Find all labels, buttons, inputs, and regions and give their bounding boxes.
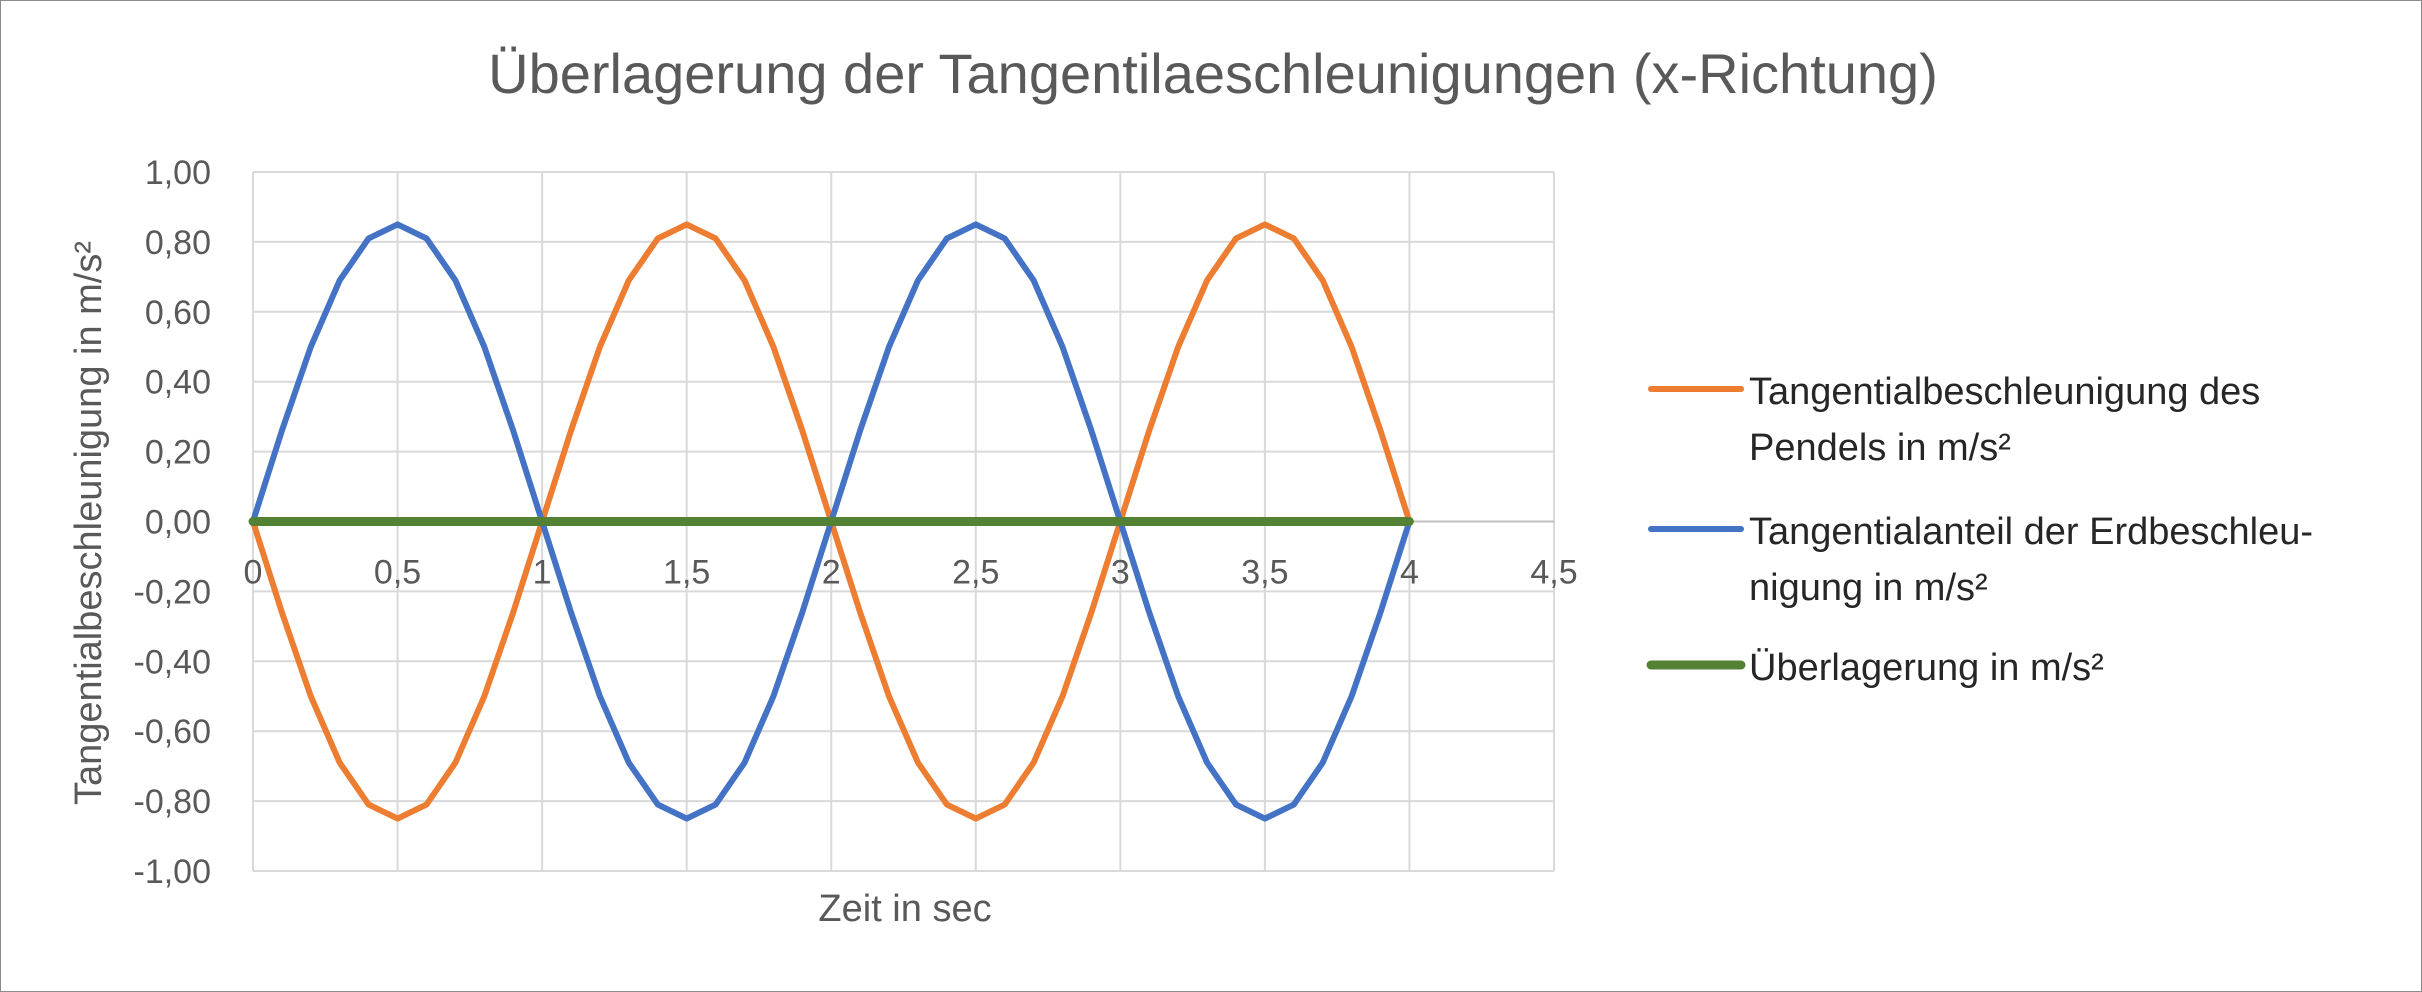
y-tick-label: -0,80	[134, 783, 212, 821]
tick-labels: 1,00 0,80 0,60 0,40 0,20 0,00 -0,20 -0,40 -0,60 -…	[134, 154, 1578, 891]
x-tick-label: 4	[1400, 554, 1419, 592]
y-tick-label: -0,60	[134, 713, 212, 751]
x-tick-label: 3,5	[1241, 554, 1288, 592]
x-tick-label: 4,5	[1530, 554, 1577, 592]
y-tick-label: 0,40	[145, 364, 211, 402]
y-tick-label: 1,00	[145, 154, 211, 192]
x-tick-label: 3	[1111, 554, 1130, 592]
plot-series	[248, 221, 1414, 822]
x-tick-label: 0	[244, 554, 263, 592]
x-tick-label: 1,5	[663, 554, 710, 592]
legend-label-2: Tangentialanteil der Erdbeschleu-	[1749, 511, 2313, 553]
y-tick-label: -0,20	[134, 573, 212, 611]
x-axis-title: Zeit in sec	[818, 888, 991, 930]
x-tick-label: 2	[822, 554, 841, 592]
y-tick-label: 0,80	[145, 224, 211, 262]
y-tick-label: 0,60	[145, 294, 211, 332]
y-tick-label: 0,00	[145, 504, 211, 542]
legend-label-2: nigung in m/s²	[1749, 567, 1988, 609]
legend-label-1: Pendels in m/s²	[1749, 427, 2011, 469]
y-tick-label: 0,20	[145, 434, 211, 472]
legend: Tangentialbeschleunigung des Pendels in m…	[1646, 371, 2313, 689]
legend-label-3: Überlagerung in m/s²	[1749, 647, 2104, 689]
y-tick-label: -1,00	[134, 853, 212, 891]
chart-title: Überlagerung der Tangentilaeschleunigung…	[488, 42, 1938, 105]
x-tick-label: 2,5	[952, 554, 999, 592]
x-tick-label: 0,5	[374, 554, 421, 592]
y-axis-title: Tangentialbeschleunigung in m/s²	[68, 241, 110, 805]
legend-label-1: Tangentialbeschleunigung des	[1749, 371, 2260, 413]
x-tick-label: 1	[533, 554, 552, 592]
y-tick-label: -0,40	[134, 643, 212, 681]
